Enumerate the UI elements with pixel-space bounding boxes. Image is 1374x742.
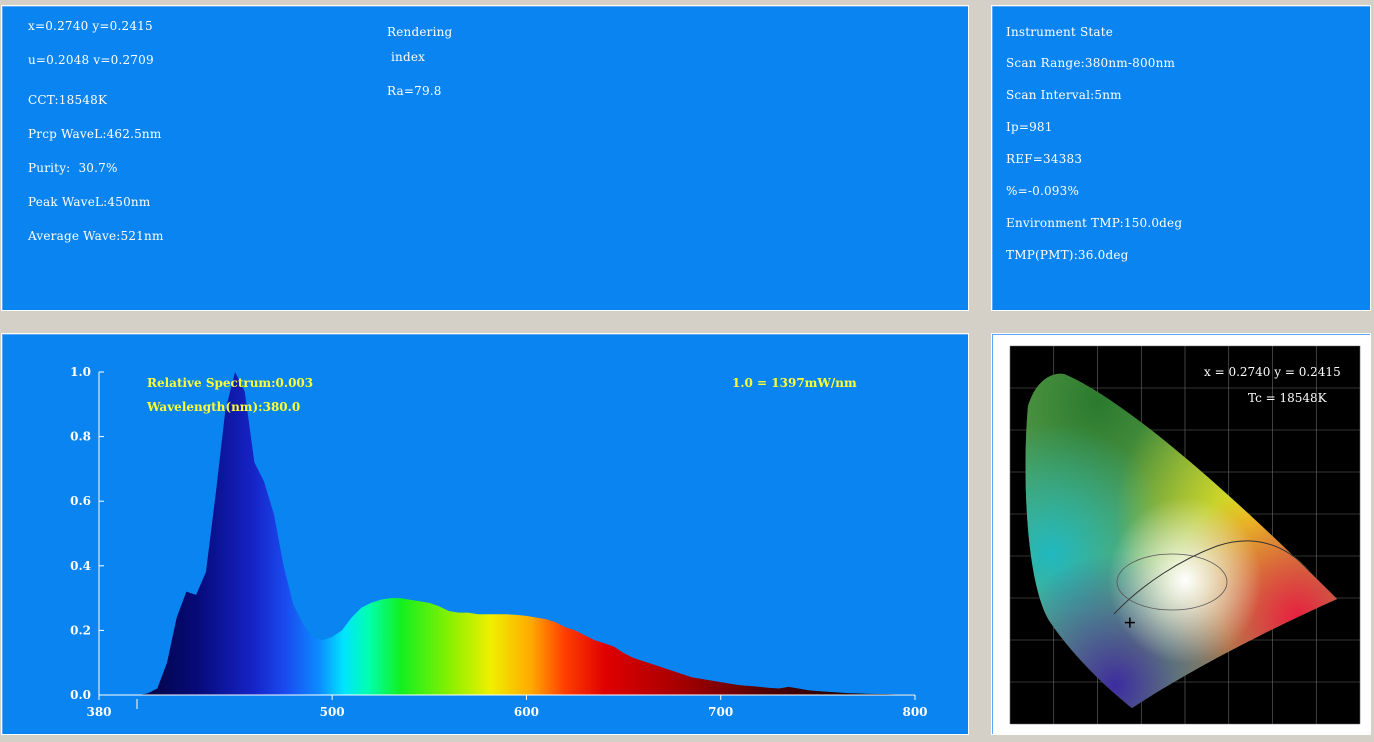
cie-diagram-panel[interactable]: x = 0.2740 y = 0.2415 Tc = 18548K xyxy=(991,333,1371,735)
scale-label: 1.0 = 1397mW/nm xyxy=(732,376,857,390)
prcp-wavelength: Prcp WaveL:462.5nm xyxy=(28,127,162,141)
wavelength-readout-label: Wavelength(nm):380.0 xyxy=(146,400,300,414)
y-tick-label: 0.4 xyxy=(70,559,91,573)
rendering-label-line1: Rendering xyxy=(387,25,453,39)
environment-temperature: Environment TMP:150.0deg xyxy=(1006,216,1183,230)
x-tick-label: 500 xyxy=(320,705,345,719)
chromaticity-marker xyxy=(1124,617,1135,628)
spectrum-chart[interactable]: 0.0 0.2 0.4 0.6 0.8 1.0 380 500 600 700 800 Relat… xyxy=(2,334,968,734)
y-tick-label: 1.0 xyxy=(70,365,91,379)
chromaticity-xy: x=0.2740 y=0.2415 xyxy=(28,19,153,33)
x-tick-label: 380 xyxy=(86,705,111,719)
instrument-state-panel: Instrument State Scan Range:380nm-800nm … xyxy=(991,5,1371,311)
y-tick-label: 0.2 xyxy=(70,623,91,637)
ip-value: Ip=981 xyxy=(1006,120,1053,134)
percent-value: %=-0.093% xyxy=(1006,184,1080,198)
x-tick-label: 600 xyxy=(514,705,539,719)
chromaticity-uv: u=0.2048 v=0.2709 xyxy=(28,53,154,67)
purity-value: Purity: 30.7% xyxy=(28,161,118,175)
spectrum-chart-panel[interactable]: 0.0 0.2 0.4 0.6 0.8 1.0 380 500 600 700 800 Relat… xyxy=(1,333,969,735)
scan-interval: Scan Interval:5nm xyxy=(1006,88,1122,102)
y-tick-label: 0.8 xyxy=(70,430,91,444)
average-wavelength: Average Wave:521nm xyxy=(28,229,164,243)
spectrum-area xyxy=(99,372,915,695)
x-tick-label: 700 xyxy=(708,705,733,719)
instrument-state-title: Instrument State xyxy=(1006,25,1114,39)
white-region-outline xyxy=(1116,553,1228,611)
peak-wavelength: Peak WaveL:450nm xyxy=(28,195,151,209)
ref-value: REF=34383 xyxy=(1006,152,1083,166)
y-tick-label: 0.0 xyxy=(70,688,91,702)
cie-tc-label: Tc = 18548K xyxy=(1248,391,1328,405)
x-tick-label: 800 xyxy=(902,705,927,719)
cie-diagram[interactable]: x = 0.2740 y = 0.2415 Tc = 18548K xyxy=(992,334,1370,734)
pmt-temperature: TMP(PMT):36.0deg xyxy=(1006,248,1129,262)
relative-spectrum-label: Relative Spectrum:0.003 xyxy=(147,376,313,390)
cct-value: CCT:18548K xyxy=(28,93,108,107)
y-tick-label: 0.6 xyxy=(70,494,91,508)
ra-value: Ra=79.8 xyxy=(387,84,442,98)
cie-coordinates-label: x = 0.2740 y = 0.2415 xyxy=(1204,365,1341,379)
planckian-locus xyxy=(1113,540,1311,615)
color-parameters-panel: x=0.2740 y=0.2415 u=0.2048 v=0.2709 CCT:… xyxy=(1,5,969,311)
rendering-label-line2: index xyxy=(387,50,426,64)
scan-range: Scan Range:380nm-800nm xyxy=(1006,56,1176,70)
